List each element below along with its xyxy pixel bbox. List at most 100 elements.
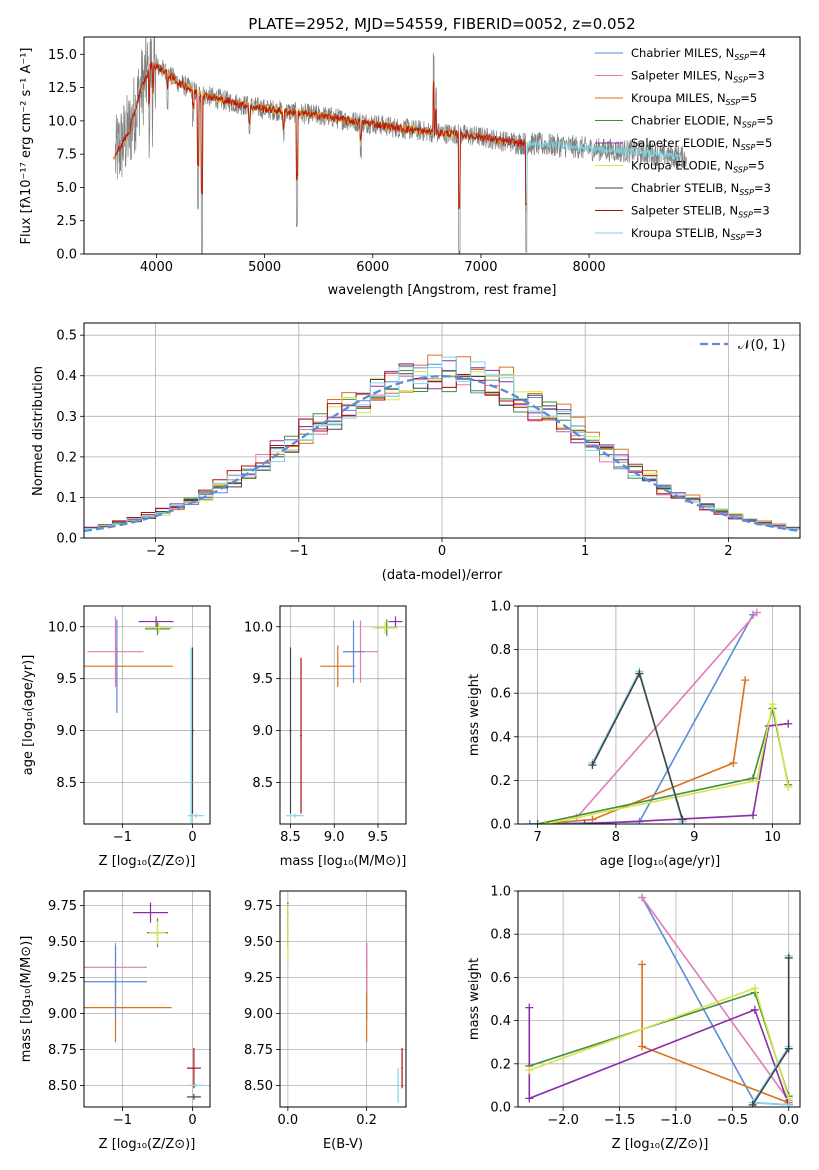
normal-distribution-curve — [84, 375, 800, 533]
weight-line-salpeter-elodie — [584, 722, 789, 824]
legend-entry: Chabrier ELODIE, NSSP=5 — [631, 114, 773, 130]
x-tick-label: 0.0 — [278, 1113, 299, 1128]
weight-marker — [729, 758, 738, 767]
weight-vs-z-frame — [517, 890, 801, 1108]
age-vs-mass-frame — [279, 605, 407, 825]
age-vs-mass-xlabel: mass [log₁₀(M/M⊙)] — [280, 854, 407, 869]
age-vs-z-frame — [83, 605, 211, 825]
plot-area — [280, 891, 406, 1107]
x-tick-label: 0 — [188, 1113, 196, 1128]
x-tick-label: −1.5 — [604, 1113, 636, 1128]
weight-marker — [750, 1005, 759, 1014]
spectrum-title: PLATE=2952, MJD=54559, FIBERID=0052, z=0… — [248, 15, 635, 33]
y-tick-label: 0.4 — [490, 1014, 511, 1029]
weight-vs-age-frame — [517, 605, 801, 825]
y-tick-label: 9.25 — [244, 971, 273, 986]
age-vs-z-ylabel: age [log₁₀(age/yr)] — [21, 655, 36, 776]
y-tick-label: 0.3 — [56, 410, 77, 425]
y-tick-label: 0.4 — [490, 730, 511, 745]
y-tick-label: 0.2 — [490, 774, 511, 789]
y-tick-label: 8.75 — [48, 1043, 77, 1058]
plot-area — [518, 891, 800, 1107]
weight-marker — [678, 815, 687, 824]
plot-area — [280, 606, 406, 824]
x-tick-label: 0 — [188, 830, 196, 845]
y-tick-label: 9.50 — [48, 935, 77, 950]
weight-marker — [588, 761, 597, 770]
plot-area — [84, 323, 800, 538]
plot-area — [518, 606, 800, 824]
weight-vs-age-panel: age [log₁₀(age/yr)] mass weight 7 8 9 10 0.0… — [467, 600, 801, 869]
legend-entry: Salpeter MILES, NSSP=3 — [631, 69, 765, 85]
x-tick-label: −1 — [113, 830, 132, 845]
x-tick-label: 8 — [612, 830, 620, 845]
legend-entry: Salpeter ELODIE, NSSP=5 — [631, 136, 772, 152]
y-tick-label: 0.2 — [56, 450, 77, 465]
age-vs-metallicity-panel: Z [log₁₀(Z/Z⊙)] age [log₁₀(age/yr)] −1 0 8… — [21, 605, 211, 869]
y-tick-label: 2.5 — [56, 214, 77, 229]
spectrum-xlabel: wavelength [Angstrom, rest frame] — [328, 283, 557, 298]
residual-ylabel: Normed distribution — [31, 366, 46, 496]
x-tick-label: 1 — [581, 544, 589, 559]
y-tick-label: 10.0 — [48, 114, 77, 129]
weight-line-kroupa-elodie — [529, 987, 790, 1099]
weight-line-chabrier-stelib — [591, 671, 684, 820]
y-tick-label: 0.0 — [56, 248, 77, 263]
y-tick-label: 8.5 — [56, 776, 77, 791]
mass-vs-z-frame — [83, 890, 211, 1108]
histogram-step-chabrier-stelib — [84, 370, 800, 531]
x-tick-label: 6000 — [356, 260, 389, 275]
x-tick-label: −2 — [146, 544, 165, 559]
y-tick-label: 0.0 — [56, 532, 77, 547]
residual-xlabel: (data-model)/error — [382, 568, 503, 583]
y-tick-label: 12.5 — [48, 81, 77, 96]
y-tick-label: 0.0 — [490, 818, 511, 833]
weight-marker — [541, 820, 550, 824]
histogram-step-salpeter-miles — [84, 367, 800, 531]
weight-marker — [580, 820, 589, 824]
x-tick-label: 8000 — [573, 260, 606, 275]
weight-marker — [784, 719, 793, 728]
plot-area — [112, 37, 687, 254]
x-tick-label: 8.5 — [280, 830, 301, 845]
legend-entry: Kroupa STELIB, NSSP=3 — [631, 226, 762, 242]
y-tick-label: 1.0 — [490, 600, 511, 615]
y-tick-label: 0.0 — [490, 1101, 511, 1116]
y-tick-label: 0.6 — [490, 971, 511, 986]
weight-marker — [784, 1044, 793, 1053]
spectrum-panel: PLATE=2952, MJD=54559, FIBERID=0052, z=0… — [19, 15, 801, 298]
residual-histogram-panel: (data-model)/error Normed distribution −… — [31, 322, 801, 583]
y-tick-label: 5.0 — [56, 181, 77, 196]
weight-line-salpeter-elodie — [528, 1007, 790, 1106]
plot-area — [84, 891, 210, 1107]
weight-line-salpeter-miles — [576, 611, 758, 819]
weight-line-chabrier-miles — [529, 614, 754, 824]
y-tick-label: 8.50 — [244, 1079, 273, 1094]
weight-marker — [749, 811, 757, 820]
x-tick-label: 0.2 — [356, 1113, 377, 1128]
y-tick-label: 9.5 — [252, 672, 273, 687]
weight-marker — [588, 815, 597, 824]
y-tick-label: 1.0 — [490, 885, 511, 900]
weight-line-salpeter-miles — [641, 897, 790, 1101]
y-tick-label: 9.75 — [244, 899, 273, 914]
y-tick-label: 15.0 — [48, 48, 77, 63]
weight-marker — [752, 608, 761, 617]
weight-vs-age-ylabel: mass weight — [467, 674, 482, 756]
mass-vs-ebv-xlabel: E(B-V) — [323, 1137, 363, 1152]
histogram-step-salpeter-stelib — [84, 365, 800, 531]
weight-marker — [750, 984, 759, 993]
age-vs-mass-panel: mass [log₁₀(M/M⊙)] 8.5 9.0 9.5 8.5 9.0 9.5 10.… — [244, 605, 407, 869]
y-tick-label: 8.5 — [252, 776, 273, 791]
x-tick-label: 5000 — [248, 260, 281, 275]
y-tick-label: 9.75 — [48, 899, 77, 914]
x-tick-label: −1 — [289, 544, 308, 559]
weight-vs-age-xlabel: age [log₁₀(age/yr)] — [600, 854, 721, 869]
weight-marker — [525, 820, 534, 824]
age-vs-z-xlabel: Z [log₁₀(Z/Z⊙)] — [99, 854, 196, 869]
y-tick-label: 9.0 — [252, 724, 273, 739]
x-tick-label: 2 — [724, 544, 732, 559]
x-tick-label: −0.5 — [717, 1113, 749, 1128]
y-tick-label: 0.6 — [490, 687, 511, 702]
